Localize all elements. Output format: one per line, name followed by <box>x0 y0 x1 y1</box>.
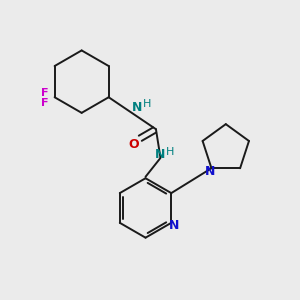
Text: N: N <box>169 219 179 232</box>
Text: N: N <box>132 101 142 114</box>
Text: O: O <box>129 138 139 151</box>
Text: H: H <box>166 147 174 157</box>
Text: F: F <box>41 98 49 108</box>
Text: N: N <box>205 165 215 178</box>
Text: H: H <box>142 99 151 109</box>
Text: F: F <box>41 88 49 98</box>
Text: N: N <box>155 148 166 161</box>
